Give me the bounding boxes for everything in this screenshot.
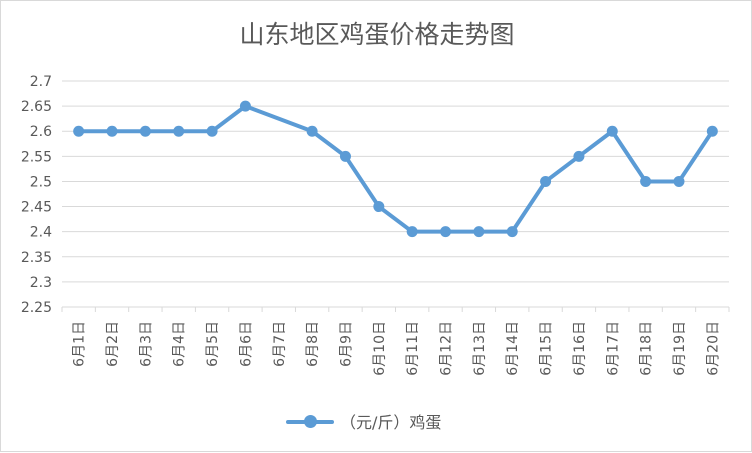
x-tick-label: 6月14日 <box>505 321 521 376</box>
x-tick-label: 6月12日 <box>439 321 455 376</box>
x-tick-label: 6月13日 <box>472 321 488 376</box>
data-point <box>706 125 718 137</box>
data-point <box>640 175 652 187</box>
legend-swatch <box>286 414 334 428</box>
y-tick-label: 2.5 <box>30 174 52 190</box>
x-tick-label: 6月4日 <box>172 321 188 367</box>
data-point <box>239 100 251 112</box>
y-tick-label: 2.6 <box>30 124 52 140</box>
legend: （元/斤）鸡蛋 <box>286 409 441 433</box>
data-point <box>506 226 518 238</box>
y-tick-label: 2.4 <box>30 225 52 241</box>
data-point <box>406 226 418 238</box>
chart-title: 山东地区鸡蛋价格走势图 <box>239 20 515 49</box>
series-layer <box>73 100 718 238</box>
data-point <box>540 175 552 187</box>
x-tick-label: 6月10日 <box>372 321 388 376</box>
x-tick-label: 6月5日 <box>205 321 221 367</box>
y-tick-label: 2.35 <box>21 250 52 266</box>
x-tick-label: 6月20日 <box>705 321 721 376</box>
data-point <box>573 150 585 162</box>
data-point <box>173 125 185 137</box>
x-tick-label: 6月15日 <box>539 321 555 376</box>
y-tick-label: 2.7 <box>30 74 52 90</box>
x-tick-label: 6月6日 <box>238 321 254 367</box>
data-point <box>73 125 85 137</box>
x-axis-ticks: 6月1日 6月2日 6月3日 6月4日 6月5日 6月6日 6月7日 6月8日 6月9日 6月10… <box>61 307 730 376</box>
x-tick-label: 6月9日 <box>338 321 354 367</box>
x-tick-label: 6月3日 <box>138 321 154 367</box>
data-point <box>673 175 685 187</box>
data-point <box>139 125 151 137</box>
y-tick-label: 2.25 <box>21 300 52 316</box>
x-tick-label: 6月1日 <box>72 321 88 367</box>
y-tick-label: 2.65 <box>21 99 52 115</box>
x-tick-label: 6月17日 <box>605 321 621 376</box>
y-tick-label: 2.55 <box>21 149 52 165</box>
gridlines <box>62 80 729 308</box>
series-line <box>76 104 715 234</box>
data-point <box>106 125 118 137</box>
x-tick-label: 6月7日 <box>272 321 288 367</box>
data-point <box>473 226 485 238</box>
y-axis-ticks: 2.7 2.65 2.6 2.55 2.5 2.45 2.4 2.35 2.3 2.25 <box>21 74 52 316</box>
data-point <box>339 150 351 162</box>
x-tick-label: 6月8日 <box>305 321 321 367</box>
y-tick-label: 2.45 <box>21 200 52 216</box>
x-tick-label: 6月16日 <box>572 321 588 376</box>
legend-label: （元/斤）鸡蛋 <box>340 413 442 432</box>
x-tick-label: 6月2日 <box>105 321 121 367</box>
data-point <box>306 125 318 137</box>
data-point <box>440 226 452 238</box>
data-point <box>606 125 618 137</box>
data-point <box>206 125 218 137</box>
y-tick-label: 2.3 <box>30 275 52 291</box>
data-point <box>373 201 385 213</box>
x-tick-label: 6月11日 <box>405 321 421 376</box>
x-tick-label: 6月18日 <box>639 321 655 376</box>
x-tick-label: 6月19日 <box>672 321 688 376</box>
